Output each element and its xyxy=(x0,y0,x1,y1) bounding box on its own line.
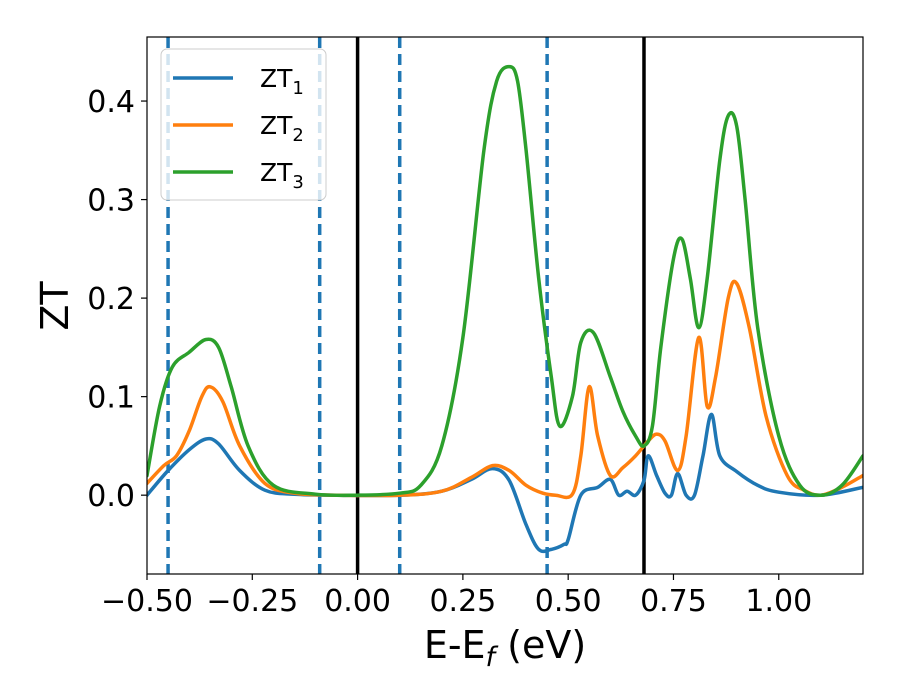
x-tick-label: −0.25 xyxy=(206,584,298,619)
legend-label-zt1: ZT1 xyxy=(260,64,304,99)
legend-label-zt3: ZT3 xyxy=(260,158,304,193)
series-line-zt2 xyxy=(147,279,863,500)
x-tick-label: 0.50 xyxy=(535,584,602,619)
series-line-zt1 xyxy=(147,412,863,554)
legend-label-zt2: ZT2 xyxy=(260,111,304,146)
x-axis-label: E-Ef (eV) xyxy=(424,623,586,673)
x-tick-label: 0.25 xyxy=(429,584,496,619)
x-tick-label: 0.75 xyxy=(640,584,707,619)
y-tick-label: 0.0 xyxy=(87,479,135,514)
legend: ZT1 ZT2 ZT3 xyxy=(160,48,327,201)
x-tick-label: 0.00 xyxy=(324,584,391,619)
series-layer xyxy=(147,64,863,554)
legend-box xyxy=(160,48,327,201)
y-tick-label: 0.3 xyxy=(87,184,135,219)
y-axis: 0.0 0.1 0.2 0.3 0.4 xyxy=(87,85,147,514)
x-tick-label: −0.50 xyxy=(101,584,193,619)
x-axis: −0.50 −0.25 0.00 0.25 0.50 0.75 1.00 xyxy=(101,574,812,619)
y-axis-label: ZT xyxy=(33,281,77,331)
plot-frame xyxy=(146,36,864,575)
y-tick-label: 0.1 xyxy=(87,381,135,416)
y-tick-label: 0.4 xyxy=(87,85,135,120)
x-tick-label: 1.00 xyxy=(745,584,812,619)
y-tick-label: 0.2 xyxy=(87,282,135,317)
series-line-zt3 xyxy=(147,64,863,498)
